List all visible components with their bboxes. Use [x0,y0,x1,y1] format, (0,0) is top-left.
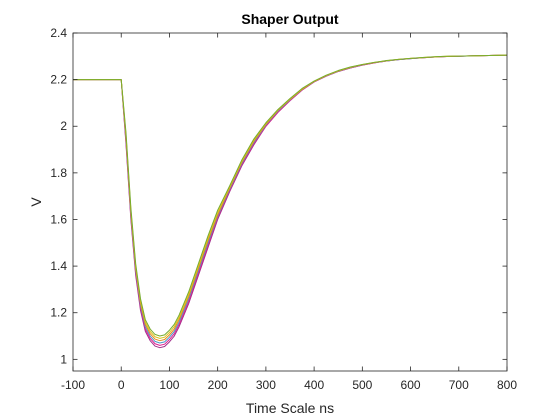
series-line-6 [73,54,508,337]
y-tick-label: 1.4 [50,259,67,273]
x-tick-label: 0 [118,378,125,392]
series-layer [73,54,508,349]
x-tick-label: 700 [449,378,469,392]
y-tick-label: 1.8 [50,166,67,180]
x-tick-label: 300 [256,378,276,392]
x-tick-label: 200 [208,378,228,392]
y-tick-label: 1 [60,352,67,366]
x-tick-label: 400 [304,378,324,392]
y-tick-label: 1.2 [50,306,67,320]
y-axis: 1 1.2 1.4 1.6 1.8 2 2.2 2.4 [50,26,507,366]
y-tick-label: 2.2 [50,73,67,87]
chart-title: Shaper Output [241,11,339,27]
y-axis-label: V [28,197,44,207]
x-axis: -100 0 100 200 300 400 500 600 700 800 [61,33,517,392]
y-tick-label: 1.6 [50,212,67,226]
y-tick-label: 2 [60,119,67,133]
x-tick-label: 100 [159,378,179,392]
x-axis-label: Time Scale ns [246,400,334,416]
x-tick-label: 500 [352,378,372,392]
x-tick-label: 600 [401,378,421,392]
x-tick-label: 800 [497,378,517,392]
plot-box [72,32,508,372]
plot-area [73,33,507,371]
y-tick-label: 2.4 [50,26,67,40]
x-tick-label: -100 [61,378,85,392]
